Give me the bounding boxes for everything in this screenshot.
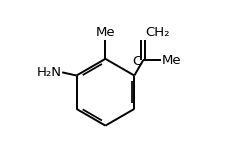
Text: H₂N: H₂N bbox=[36, 66, 62, 79]
Text: Me: Me bbox=[96, 26, 115, 39]
Text: C: C bbox=[132, 55, 141, 68]
Text: Me: Me bbox=[161, 54, 181, 67]
Text: CH₂: CH₂ bbox=[145, 26, 170, 39]
